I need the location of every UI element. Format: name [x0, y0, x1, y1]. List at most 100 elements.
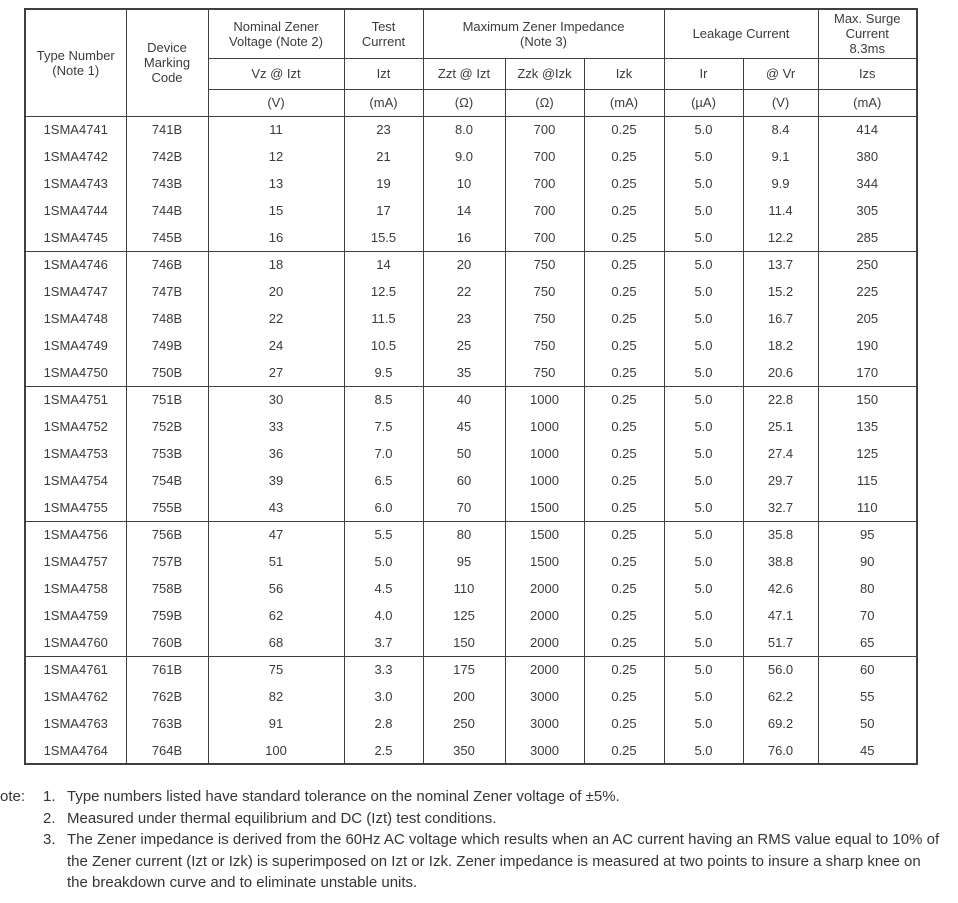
table-cell: 5.0 [663, 520, 744, 548]
table-cell: 0.25 [583, 250, 665, 278]
table-row: 1SMA4754 754B 39 6.5 60 1000 0.25 5.0 29.7 115 [24, 467, 918, 494]
table-cell: 95 [422, 548, 506, 575]
table-cell: 750B [125, 359, 209, 386]
table-cell: 0.25 [583, 305, 665, 332]
table-cell: 1SMA4745 [24, 224, 127, 251]
table-cell: 1SMA4751 [24, 385, 127, 413]
table-cell: 9.9 [742, 170, 819, 197]
table-cell: 22.8 [742, 385, 819, 413]
table-cell: 5.0 [663, 737, 744, 764]
table-cell: 757B [125, 548, 209, 575]
table-cell: 12.5 [343, 278, 424, 305]
table-cell: 50 [817, 710, 918, 737]
table-cell: 91 [207, 710, 345, 737]
unit-zzk: (Ω) [504, 88, 585, 117]
table-cell: 11.5 [343, 305, 424, 332]
table-cell: 10.5 [343, 332, 424, 359]
table-cell: 51 [207, 548, 345, 575]
table-cell: 14 [422, 197, 506, 224]
table-cell: 9.0 [422, 143, 506, 170]
table-cell: 18.2 [742, 332, 819, 359]
table-cell: 68 [207, 629, 345, 656]
table-cell: 22 [207, 305, 345, 332]
table-cell: 2000 [504, 602, 585, 629]
table-cell: 0.25 [583, 737, 665, 764]
table-cell: 5.0 [663, 440, 744, 467]
table-cell: 7.5 [343, 413, 424, 440]
table-cell: 35 [422, 359, 506, 386]
table-cell: 4.5 [343, 575, 424, 602]
table-cell: 1SMA4758 [24, 575, 127, 602]
note-item-2: 2. Measured under thermal equilibrium an… [43, 808, 945, 830]
table-row: 1SMA4742 742B 12 21 9.0 700 0.25 5.0 9.1 380 [24, 143, 918, 170]
table-cell: 700 [504, 170, 585, 197]
table-row: 1SMA4744 744B 15 17 14 700 0.25 5.0 11.4 305 [24, 197, 918, 224]
table-cell: 1000 [504, 440, 585, 467]
table-cell: 1500 [504, 520, 585, 548]
table-cell: 205 [817, 305, 918, 332]
table-cell: 135 [817, 413, 918, 440]
unit-ir: (µA) [663, 88, 744, 117]
table-cell: 19 [343, 170, 424, 197]
table-cell: 1SMA4756 [24, 520, 127, 548]
table-cell: 1SMA4749 [24, 332, 127, 359]
table-cell: 285 [817, 224, 918, 251]
table-cell: 0.25 [583, 655, 665, 683]
table-cell: 60 [817, 655, 918, 683]
header-units-row: (V) (mA) (Ω) (Ω) (mA) (µA) (V) (mA) [25, 88, 918, 117]
table-cell: 5.0 [663, 683, 744, 710]
table-cell: 0.25 [583, 116, 665, 143]
table-cell: 24 [207, 332, 345, 359]
datasheet-page: Type Number (Note 1) Device Marking Code… [0, 8, 958, 903]
table-row: 1SMA4757 757B 51 5.0 95 1500 0.25 5.0 38.8 90 [24, 548, 918, 575]
col-header-nominal-zener-voltage: Nominal Zener Voltage (Note 2) [207, 8, 345, 59]
table-cell: 305 [817, 197, 918, 224]
table-cell: 9.5 [343, 359, 424, 386]
table-cell: 744B [125, 197, 209, 224]
table-cell: 56.0 [742, 655, 819, 683]
sub-header-izk: Izk [583, 57, 665, 90]
table-cell: 1SMA4746 [24, 250, 127, 278]
table-cell: 15 [207, 197, 345, 224]
table-cell: 5.0 [663, 467, 744, 494]
unit-izk: (mA) [583, 88, 665, 117]
table-cell: 170 [817, 359, 918, 386]
table-cell: 0.25 [583, 548, 665, 575]
table-cell: 1SMA4752 [24, 413, 127, 440]
table-cell: 200 [422, 683, 506, 710]
table-cell: 75 [207, 655, 345, 683]
table-cell: 2000 [504, 575, 585, 602]
table-cell: 80 [817, 575, 918, 602]
table-cell: 50 [422, 440, 506, 467]
header-symbol-row: Vz @ Izt Izt Zzt @ Izt Zzk @Izk Izk Ir @… [25, 57, 918, 90]
table-cell: 1000 [504, 385, 585, 413]
table-cell: 0.25 [583, 602, 665, 629]
table-row: 1SMA4756 756B 47 5.5 80 1500 0.25 5.0 35.8 95 [24, 520, 918, 548]
table-cell: 0.25 [583, 359, 665, 386]
table-cell: 82 [207, 683, 345, 710]
table-cell: 5.0 [663, 710, 744, 737]
table-cell: 12.2 [742, 224, 819, 251]
table-cell: 748B [125, 305, 209, 332]
table-cell: 69.2 [742, 710, 819, 737]
table-cell: 700 [504, 224, 585, 251]
table-cell: 2.5 [343, 737, 424, 764]
table-cell: 1SMA4743 [24, 170, 127, 197]
table-cell: 45 [817, 737, 918, 764]
table-cell: 380 [817, 143, 918, 170]
table-row: 1SMA4764 764B 100 2.5 350 3000 0.25 5.0 76.0 45 [24, 737, 918, 764]
table-cell: 23 [343, 116, 424, 143]
table-cell: 0.25 [583, 385, 665, 413]
table-cell: 700 [504, 143, 585, 170]
table-cell: 5.0 [663, 629, 744, 656]
table-cell: 65 [817, 629, 918, 656]
table-cell: 750 [504, 250, 585, 278]
table-row: 1SMA4763 763B 91 2.8 250 3000 0.25 5.0 69.2 50 [24, 710, 918, 737]
note-text: Type numbers listed have standard tolera… [67, 788, 620, 805]
table-cell: 13.7 [742, 250, 819, 278]
table-cell: 20.6 [742, 359, 819, 386]
table-cell: 250 [422, 710, 506, 737]
table-cell: 47 [207, 520, 345, 548]
table-cell: 33 [207, 413, 345, 440]
table-cell: 3.3 [343, 655, 424, 683]
